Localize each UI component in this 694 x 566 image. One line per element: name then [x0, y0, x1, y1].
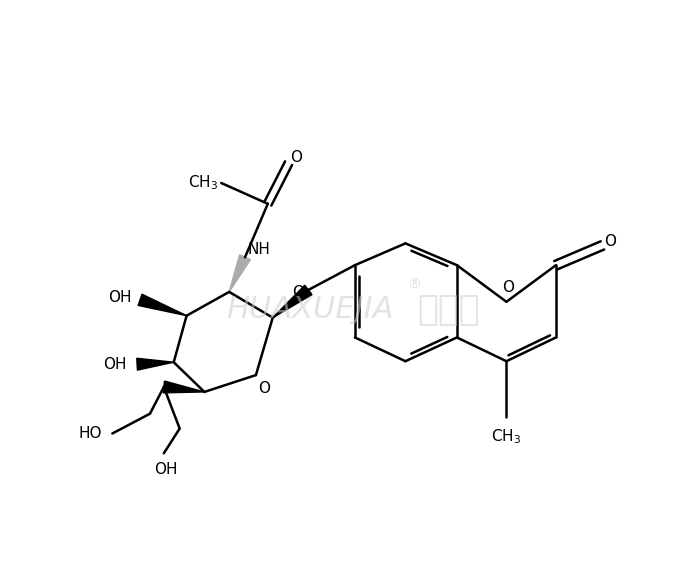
- Text: OH: OH: [103, 357, 127, 372]
- Text: ®: ®: [407, 278, 421, 292]
- Polygon shape: [273, 285, 312, 318]
- Text: HUAXUEJIA: HUAXUEJIA: [227, 295, 394, 324]
- Polygon shape: [137, 358, 174, 370]
- Text: O: O: [292, 285, 305, 301]
- Text: OH: OH: [108, 290, 132, 305]
- Text: NH: NH: [248, 242, 270, 257]
- Text: CH$_3$: CH$_3$: [491, 427, 521, 446]
- Text: O: O: [258, 381, 270, 396]
- Text: CH$_3$: CH$_3$: [188, 174, 219, 192]
- Text: O: O: [604, 234, 616, 249]
- Polygon shape: [138, 294, 187, 316]
- Text: O: O: [502, 280, 514, 295]
- Polygon shape: [163, 381, 205, 393]
- Text: OH: OH: [154, 462, 178, 477]
- Text: O: O: [291, 150, 303, 165]
- Text: 化学加: 化学加: [418, 293, 480, 327]
- Text: HO: HO: [79, 426, 102, 441]
- Polygon shape: [229, 255, 251, 292]
